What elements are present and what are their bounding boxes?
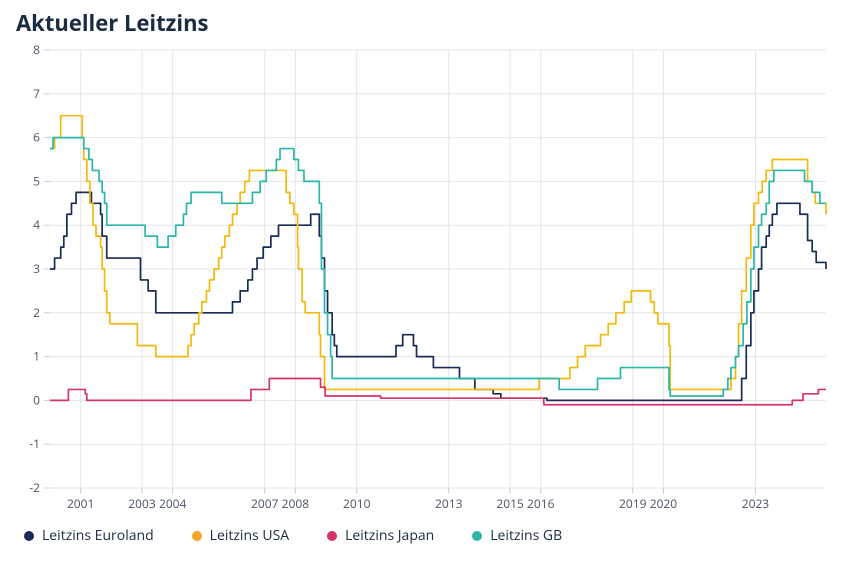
svg-text:2016: 2016 (527, 495, 555, 512)
svg-text:0: 0 (33, 391, 40, 408)
legend-label-gb: Leitzins GB (490, 526, 562, 545)
legend-label-usa: Leitzins USA (210, 526, 289, 545)
svg-text:2004: 2004 (159, 495, 187, 512)
series-euroland (50, 192, 826, 400)
svg-text:6: 6 (33, 129, 40, 146)
svg-text:2010: 2010 (343, 495, 371, 512)
svg-text:8: 8 (33, 44, 40, 58)
legend-dot-japan (327, 531, 337, 541)
svg-text:2007: 2007 (251, 495, 279, 512)
svg-text:2019: 2019 (619, 495, 647, 512)
svg-text:2023: 2023 (742, 495, 770, 512)
svg-text:2013: 2013 (435, 495, 463, 512)
chart-container: -2 -1 0 1 2 3 4 5 6 7 8 2001 20032004 20072008 2010 201… (14, 44, 830, 522)
legend-item-japan: Leitzins Japan (327, 526, 434, 545)
legend-dot-euroland (24, 531, 34, 541)
svg-text:-1: -1 (29, 435, 40, 452)
svg-text:1: 1 (33, 348, 40, 365)
svg-text:2008: 2008 (282, 495, 310, 512)
legend-item-euroland: Leitzins Euroland (24, 526, 154, 545)
legend-label-japan: Leitzins Japan (345, 526, 434, 545)
svg-text:2003: 2003 (128, 495, 156, 512)
svg-text:2020: 2020 (650, 495, 678, 512)
legend: Leitzins Euroland Leitzins USA Leitzins … (14, 526, 830, 545)
page-root: Aktueller Leitzins -2 -1 0 1 2 3 4 5 6 7 8 2001 2003… (0, 0, 844, 565)
legend-item-gb: Leitzins GB (472, 526, 562, 545)
svg-text:3: 3 (33, 260, 40, 277)
svg-text:5: 5 (33, 172, 40, 189)
legend-dot-usa (192, 531, 202, 541)
svg-text:2: 2 (33, 304, 40, 321)
interest-rate-chart: -2 -1 0 1 2 3 4 5 6 7 8 2001 20032004 20072008 2010 201… (14, 44, 830, 522)
svg-text:7: 7 (33, 85, 40, 102)
svg-text:2015: 2015 (496, 495, 524, 512)
series-usa (50, 116, 826, 390)
svg-text:-2: -2 (29, 479, 40, 496)
legend-label-euroland: Leitzins Euroland (42, 526, 154, 545)
legend-item-usa: Leitzins USA (192, 526, 289, 545)
chart-title: Aktueller Leitzins (16, 8, 830, 38)
svg-text:2001: 2001 (67, 495, 94, 512)
legend-dot-gb (472, 531, 482, 541)
svg-text:4: 4 (33, 216, 40, 233)
